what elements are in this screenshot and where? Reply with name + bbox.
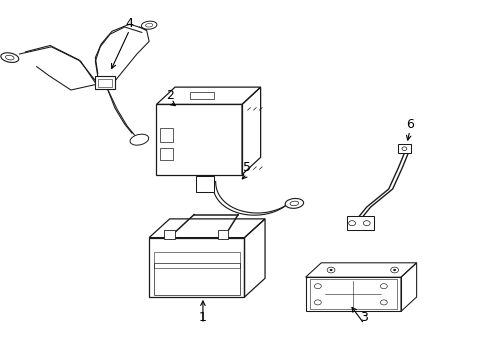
Ellipse shape [1, 53, 19, 62]
Bar [163, 230, 174, 239]
Bar [189, 92, 214, 99]
Circle shape [380, 284, 386, 289]
Ellipse shape [145, 23, 152, 27]
Circle shape [392, 269, 395, 271]
Circle shape [401, 147, 406, 150]
Bar [154, 252, 239, 268]
Bar [195, 176, 214, 192]
Circle shape [390, 267, 398, 273]
Bar [346, 216, 373, 230]
Text: 3: 3 [360, 311, 367, 324]
Bar [98, 78, 112, 87]
Ellipse shape [289, 201, 298, 206]
Text: 4: 4 [125, 17, 133, 30]
Bar [160, 148, 172, 160]
Circle shape [314, 284, 321, 289]
Circle shape [329, 269, 332, 271]
Bar [160, 128, 172, 142]
Ellipse shape [5, 55, 14, 60]
Circle shape [363, 221, 369, 226]
Circle shape [348, 221, 355, 226]
Bar [309, 279, 396, 309]
Text: 5: 5 [243, 161, 250, 174]
Bar [95, 76, 115, 89]
Text: 6: 6 [405, 118, 413, 131]
Text: 1: 1 [199, 311, 206, 324]
Bar [397, 144, 410, 153]
Ellipse shape [285, 198, 303, 208]
Circle shape [326, 267, 334, 273]
Bar [154, 262, 239, 295]
Ellipse shape [141, 21, 157, 29]
Text: 2: 2 [166, 89, 174, 102]
Ellipse shape [130, 134, 148, 145]
Circle shape [314, 300, 321, 305]
Bar [217, 230, 228, 239]
Circle shape [380, 300, 386, 305]
